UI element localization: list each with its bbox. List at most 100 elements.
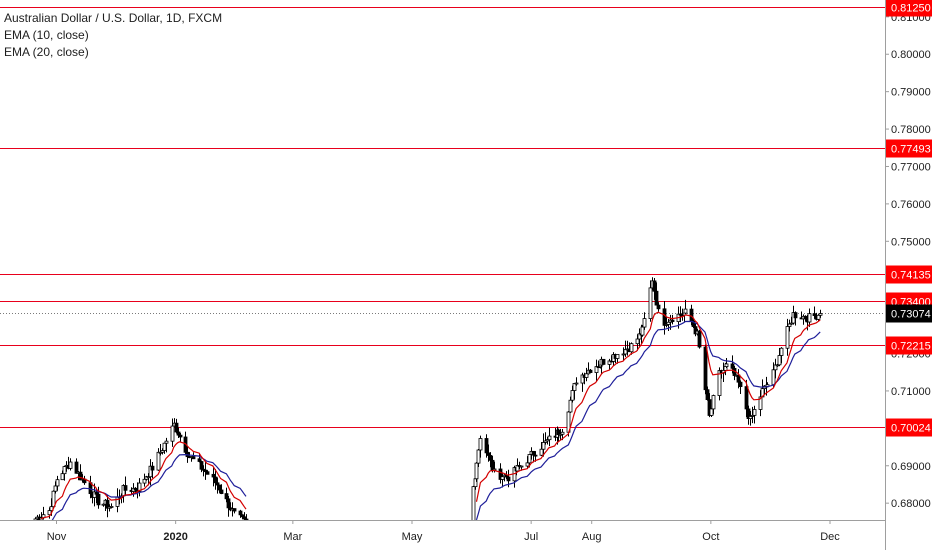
candle-body <box>96 493 101 506</box>
candle-body <box>539 448 544 456</box>
candle-body <box>758 396 763 410</box>
legend-ema20: EMA (20, close) <box>4 45 89 59</box>
candle-body <box>488 455 493 461</box>
candle-body <box>213 476 218 484</box>
candle-body <box>654 290 659 306</box>
candle-body <box>474 462 479 480</box>
candle-body <box>197 458 202 462</box>
candle-body <box>711 395 716 410</box>
candle-body <box>60 473 65 481</box>
candle-body <box>568 399 573 413</box>
candle-body <box>709 408 714 416</box>
candle-body <box>226 498 231 509</box>
candle-body <box>547 435 552 441</box>
price-tick-label: 0.79000 <box>891 87 931 99</box>
candle-body <box>601 358 606 365</box>
candle-body <box>629 343 634 353</box>
price-tick-label: 0.69000 <box>891 461 931 473</box>
ema10-line <box>475 311 821 502</box>
candle-body <box>807 313 812 323</box>
time-tick-label: Dec <box>820 531 840 543</box>
candle-body <box>519 465 524 468</box>
price-tick-label: 0.71000 <box>891 386 931 398</box>
candle-body <box>652 280 657 292</box>
candle-body <box>662 308 667 326</box>
candle-body <box>211 473 216 478</box>
last-price-badge <box>886 304 932 323</box>
candle-body <box>642 318 647 328</box>
candle-body <box>777 355 782 366</box>
candle-body <box>53 485 58 492</box>
ema20-line <box>51 453 247 520</box>
price-tick-label: 0.78000 <box>891 124 931 136</box>
candle-body <box>142 478 147 484</box>
candle-body <box>724 363 729 367</box>
time-axis-pane <box>0 520 932 550</box>
candle-body <box>199 461 204 470</box>
candle-body <box>506 476 511 482</box>
candle-body <box>191 456 196 460</box>
candle-body <box>224 493 229 500</box>
candle-body <box>730 363 735 369</box>
candle-body <box>703 346 708 391</box>
level-price-label: 0.77493 <box>891 144 931 156</box>
last-price-label: 0.73074 <box>891 309 931 321</box>
candle-body <box>115 496 120 507</box>
price-tick-label: 0.76000 <box>891 199 931 211</box>
ema10-line <box>40 441 247 520</box>
candle-body <box>219 489 224 494</box>
level-price-badge <box>886 265 932 284</box>
candle-body <box>156 451 161 471</box>
legend-ema10: EMA (10, close) <box>4 28 89 42</box>
time-tick-label: Nov <box>47 531 67 543</box>
level-price-label: 0.74135 <box>891 270 931 282</box>
level-price-badge <box>886 336 932 355</box>
candle-body <box>635 338 640 345</box>
candle-body <box>478 438 483 451</box>
candle-body <box>738 381 743 388</box>
candle-body <box>33 518 38 520</box>
candle-body <box>174 422 179 433</box>
candle-body <box>656 304 661 310</box>
level-price-badge <box>886 0 932 17</box>
candle-body <box>51 490 56 508</box>
price-tick-label: 0.80000 <box>891 49 931 61</box>
candle-body <box>471 486 476 520</box>
candle-body <box>55 479 60 487</box>
candle-body <box>588 369 593 373</box>
time-tick-label: Aug <box>582 531 602 543</box>
candle-body <box>527 454 532 464</box>
time-tick-label: Jul <box>524 531 538 543</box>
candle-body <box>484 438 489 454</box>
candle-body <box>640 326 645 336</box>
candle-body <box>68 461 73 469</box>
candle-body <box>109 506 114 508</box>
candle-body <box>572 383 577 391</box>
candle-body <box>232 508 237 512</box>
time-tick-label: Oct <box>702 531 719 543</box>
candle-body <box>105 499 110 509</box>
candle-body <box>670 319 675 322</box>
candle-body <box>500 476 505 480</box>
price-tick-label: 0.68000 <box>891 498 931 510</box>
level-price-badge <box>886 418 932 437</box>
candle-body <box>584 373 589 378</box>
candle-body <box>707 399 712 416</box>
candle-body <box>717 370 722 396</box>
candle-body <box>170 425 175 442</box>
candle-body <box>594 366 599 373</box>
time-tick-label: 2020 <box>163 531 187 543</box>
candle-body <box>533 454 538 457</box>
candle-body <box>773 364 778 371</box>
candle-body <box>215 482 220 486</box>
level-price-badge <box>886 139 932 158</box>
price-tick-label: 0.77000 <box>891 161 931 173</box>
candle-body <box>793 312 798 319</box>
candle-body <box>162 442 167 451</box>
chart-legend: Australian Dollar / U.S. Dollar, 1D, FXC… <box>4 10 222 61</box>
candle-body <box>164 440 169 444</box>
candle-body <box>816 314 821 320</box>
time-tick-label: May <box>402 531 423 543</box>
candle-body <box>238 510 243 516</box>
